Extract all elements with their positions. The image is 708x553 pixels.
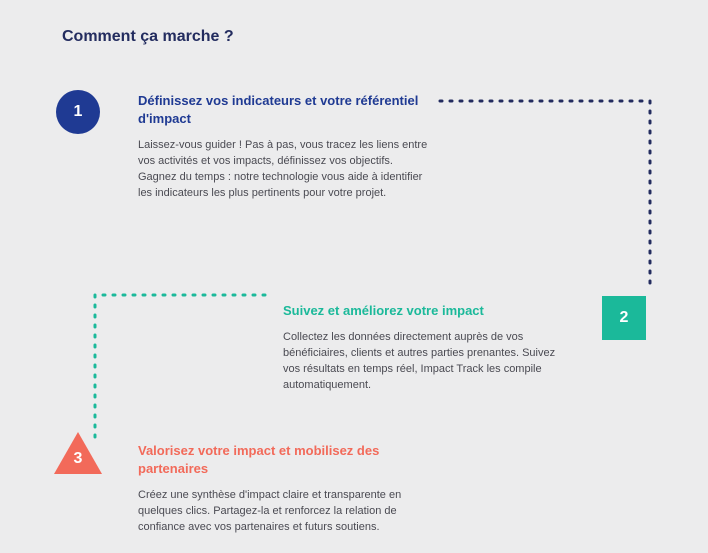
step-3-title: Valorisez votre impact et mobilisez des … — [138, 442, 428, 478]
step-1-number: 1 — [74, 103, 83, 121]
step-3-body: Créez une synthèse d'impact claire et tr… — [138, 488, 428, 536]
dotted-path-left — [90, 290, 270, 445]
step-1: Définissez vos indicateurs et votre réfé… — [138, 92, 433, 202]
step-1-title: Définissez vos indicateurs et votre réfé… — [138, 92, 433, 128]
step-3-badge: 3 — [54, 432, 102, 474]
step-3-number: 3 — [74, 450, 83, 468]
page-title: Comment ça marche ? — [62, 28, 234, 46]
step-1-badge: 1 — [56, 90, 100, 134]
step-3: Valorisez votre impact et mobilisez des … — [138, 442, 428, 536]
dotted-path-top — [435, 96, 665, 296]
step-2: Suivez et améliorez votre impact Collect… — [283, 302, 573, 394]
step-2-body: Collectez les données directement auprès… — [283, 330, 573, 394]
step-1-body: Laissez-vous guider ! Pas à pas, vous tr… — [138, 138, 433, 202]
step-2-badge: 2 — [602, 296, 646, 340]
step-2-number: 2 — [620, 309, 629, 327]
step-2-title: Suivez et améliorez votre impact — [283, 302, 573, 320]
